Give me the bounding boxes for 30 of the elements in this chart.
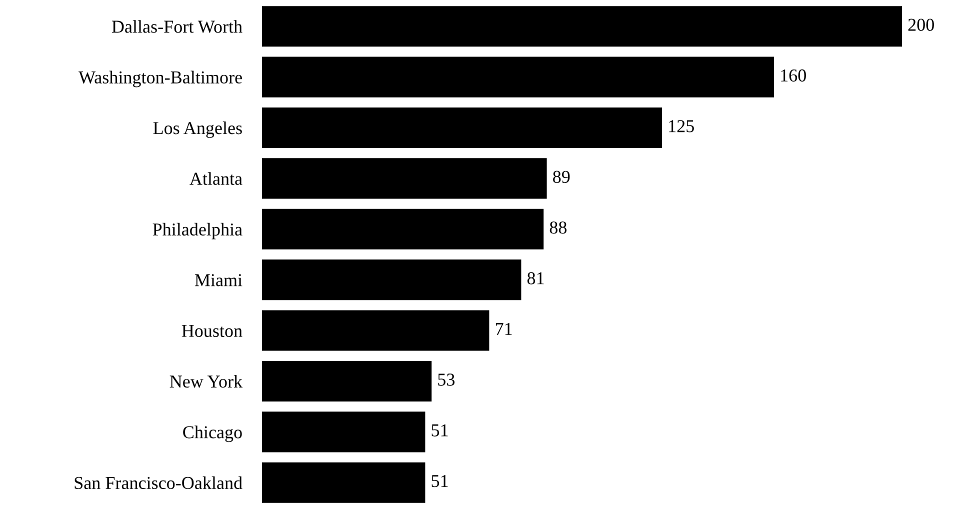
data-label: 125 [669, 120, 694, 132]
bar [262, 260, 522, 300]
bar [262, 462, 426, 503]
data-label: 71 [496, 322, 512, 335]
data-label: 51 [432, 424, 448, 436]
y-tick-label: Los Angeles [153, 121, 242, 138]
y-tick-label: New York [170, 374, 243, 388]
bar [262, 360, 432, 402]
y-tick-label: Atlanta [190, 172, 242, 185]
y-tick-label: Dallas-Fort Worth [112, 20, 242, 33]
data-label: 160 [781, 69, 806, 82]
bar [262, 208, 544, 250]
data-label: 81 [527, 272, 544, 284]
bar [262, 310, 490, 351]
y-tick-label: Philadelphia [152, 222, 242, 240]
data-label: 89 [553, 170, 570, 183]
y-tick-label: Miami [194, 274, 242, 286]
data-label: 53 [438, 374, 455, 386]
bar [262, 158, 547, 199]
y-tick-label: Washington-Baltimore [78, 70, 242, 88]
bar [262, 6, 902, 47]
y-tick-label: San Francisco-Oakland [74, 476, 242, 490]
bar [262, 412, 426, 452]
bar [262, 107, 662, 148]
data-label: 88 [550, 221, 567, 234]
y-tick-label: Chicago [183, 426, 242, 442]
data-label: 51 [432, 475, 448, 488]
bar [262, 56, 774, 98]
data-label: 200 [908, 18, 934, 31]
y-tick-label: Houston [182, 324, 242, 337]
